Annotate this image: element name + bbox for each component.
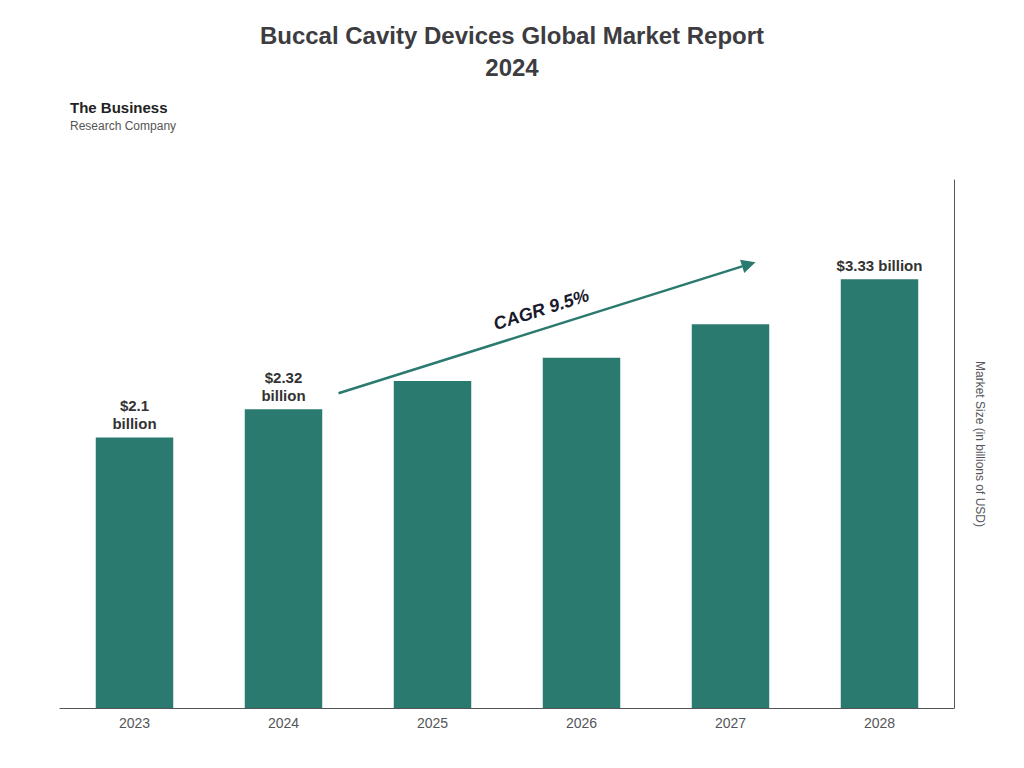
svg-text:2025: 2025: [417, 715, 448, 731]
svg-text:billion: billion: [112, 415, 156, 432]
svg-text:billion: billion: [261, 387, 305, 404]
svg-text:The Business: The Business: [70, 99, 168, 116]
svg-text:Buccal Cavity Devices Global M: Buccal Cavity Devices Global Market Repo…: [260, 22, 764, 49]
svg-text:2023: 2023: [119, 715, 150, 731]
svg-text:2024: 2024: [268, 715, 299, 731]
svg-text:$2.1: $2.1: [120, 397, 149, 414]
svg-text:CAGR 9.5%: CAGR 9.5%: [491, 285, 591, 334]
svg-text:Market Size (in billions of US: Market Size (in billions of USD): [973, 361, 987, 527]
svg-text:2024: 2024: [485, 54, 539, 81]
svg-text:2028: 2028: [864, 715, 895, 731]
svg-text:Research Company: Research Company: [70, 119, 176, 133]
svg-text:2026: 2026: [566, 715, 597, 731]
svg-text:$2.32: $2.32: [265, 369, 303, 386]
svg-text:$3.33 billion: $3.33 billion: [837, 257, 923, 274]
svg-text:2027: 2027: [715, 715, 746, 731]
